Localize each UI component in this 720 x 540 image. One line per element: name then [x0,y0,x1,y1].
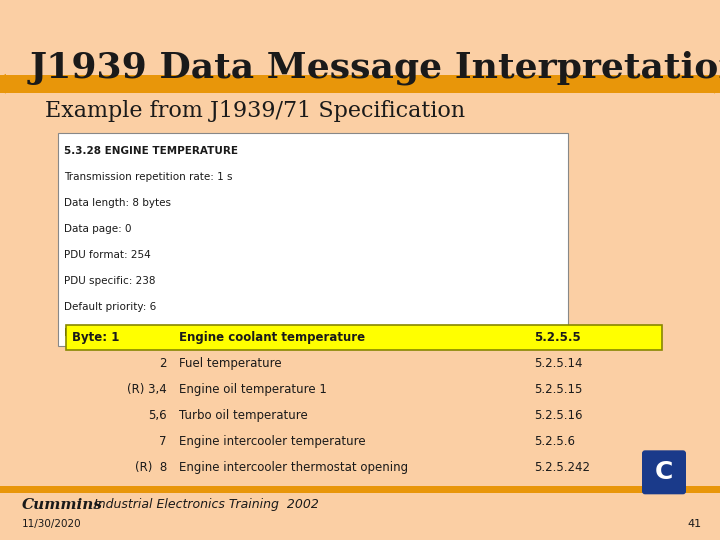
FancyBboxPatch shape [642,450,686,494]
Text: Example from J1939/71 Specification: Example from J1939/71 Specification [45,100,465,122]
Text: Fuel temperature: Fuel temperature [179,357,282,370]
Text: 5.2.5.16: 5.2.5.16 [534,409,582,422]
Text: (R)  8: (R) 8 [135,461,167,474]
Text: Engine intercooler thermostat opening: Engine intercooler thermostat opening [179,461,408,474]
Text: Turbo oil temperature: Turbo oil temperature [179,409,307,422]
Text: 7: 7 [160,435,167,448]
Text: 5,6: 5,6 [148,409,167,422]
Text: 5.2.5.15: 5.2.5.15 [534,383,582,396]
Text: 5.2.5.14: 5.2.5.14 [534,357,582,370]
Text: Data page: 0: Data page: 0 [64,224,132,234]
Text: (R) 3,4: (R) 3,4 [127,383,167,396]
Text: Default priority: 6: Default priority: 6 [64,302,156,312]
Text: Byte: 1: Byte: 1 [72,331,120,344]
Text: Cummins: Cummins [22,498,103,512]
Text: J1939 Data Message Interpretation: J1939 Data Message Interpretation [30,50,720,85]
Text: Transmission repetition rate: 1 s: Transmission repetition rate: 1 s [64,172,233,182]
Text: Engine coolant temperature: Engine coolant temperature [179,331,365,344]
Text: PDU specific: 238: PDU specific: 238 [64,276,156,286]
Text: Engine oil temperature 1: Engine oil temperature 1 [179,383,327,396]
Text: PDU format: 254: PDU format: 254 [64,250,150,260]
Text: Parameter group number: 65,262 (00FEEE 16 ): Parameter group number: 65,262 (00FEEE 1… [64,328,308,338]
Text: 5.2.5.5: 5.2.5.5 [534,331,581,344]
Text: C: C [654,460,673,484]
Text: 41: 41 [688,519,702,529]
Bar [0,487,720,494]
Bar [58,133,568,346]
FancyArrow shape [0,74,28,93]
Text: Industrial Electronics Training  2002: Industrial Electronics Training 2002 [90,498,319,511]
Text: Data length: 8 bytes: Data length: 8 bytes [64,198,171,208]
Bar [0,75,720,93]
Text: Engine intercooler temperature: Engine intercooler temperature [179,435,366,448]
FancyArrow shape [692,74,720,93]
Bar [66,325,662,350]
Text: 11/30/2020: 11/30/2020 [22,519,81,529]
Text: 5.2.5.242: 5.2.5.242 [534,461,590,474]
Text: 5.2.5.6: 5.2.5.6 [534,435,575,448]
Text: 5.3.28 ENGINE TEMPERATURE: 5.3.28 ENGINE TEMPERATURE [64,146,238,156]
Text: 2: 2 [160,357,167,370]
